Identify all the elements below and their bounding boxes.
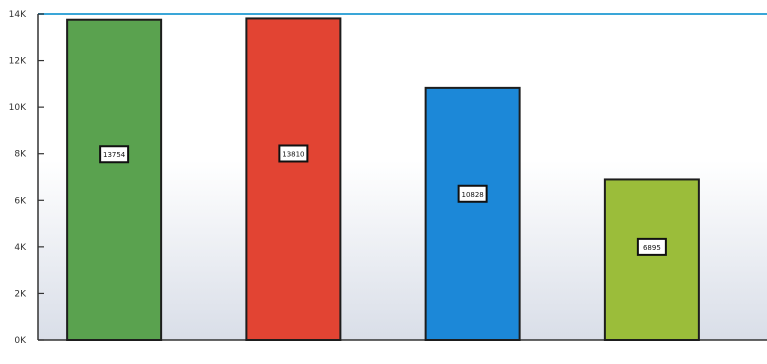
y-axis-ticks: 0K 2K 4K 6K 8K 10K 12K 14K (9, 10, 44, 346)
data-label: 13754 (103, 151, 126, 159)
bar (603, 178, 700, 341)
y-tick-label: 12K (9, 57, 27, 67)
bars (66, 17, 700, 342)
data-label: 10828 (461, 191, 483, 199)
bar (66, 18, 163, 342)
data-label-box (278, 144, 309, 163)
data-label: 6895 (643, 244, 661, 252)
data-labels: 13754 13810 10828 6895 (99, 144, 667, 256)
data-label: 13810 (282, 150, 304, 158)
data-label-box (99, 145, 130, 164)
y-tick-label: 8K (14, 150, 27, 160)
data-label-box (457, 184, 488, 203)
bar (245, 17, 342, 341)
bar (424, 86, 521, 341)
y-tick-label: 10K (9, 103, 27, 113)
y-tick-label: 2K (14, 289, 27, 299)
y-tick-label: 0K (14, 336, 27, 346)
data-label-box (636, 237, 667, 256)
y-tick-label: 14K (9, 10, 27, 20)
y-tick-label: 4K (14, 243, 27, 253)
y-tick-label: 6K (14, 196, 27, 206)
